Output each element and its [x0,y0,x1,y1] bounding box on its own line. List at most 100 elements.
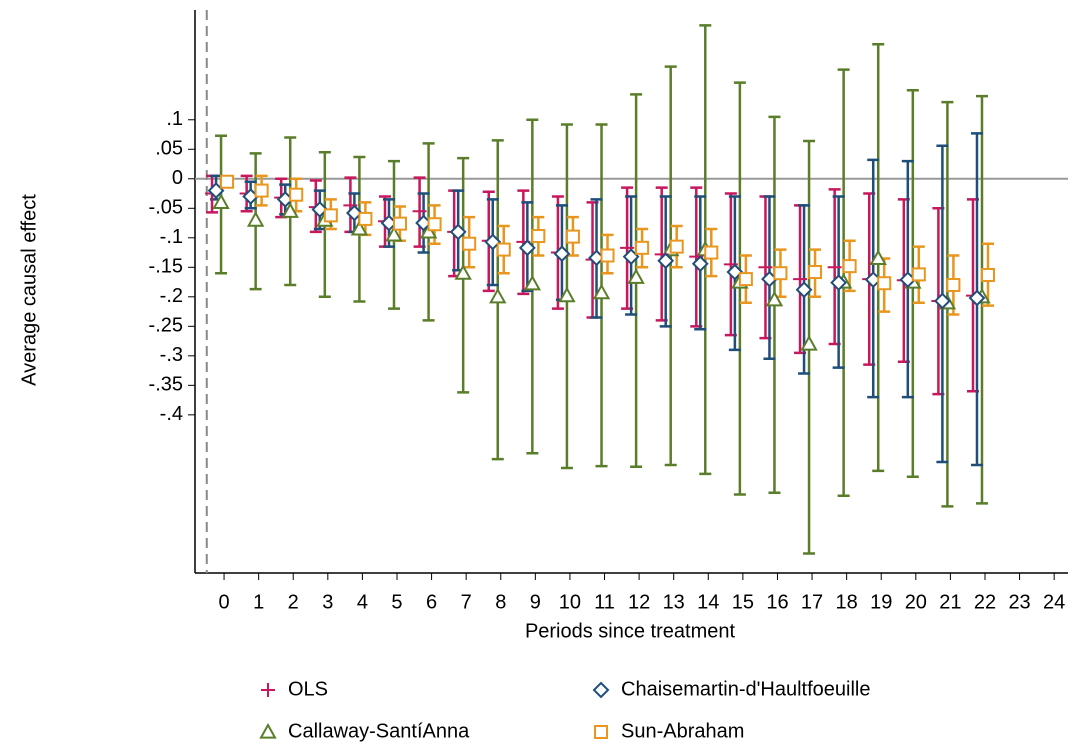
point [704,245,719,260]
x-tick-label: 24 [1043,591,1065,613]
point [553,245,571,263]
legend-label: OLS [288,678,328,700]
point [449,223,467,241]
x-tick-label: 22 [974,591,996,613]
x-tick-label: 18 [836,591,858,613]
error-bar [664,65,677,467]
legend-label: Chaisemartin-d'Haultfoeuille [621,678,871,700]
point [489,287,507,304]
x-tick-label: 13 [663,591,685,613]
point [657,252,675,270]
point [968,289,986,307]
x-tick-label: 4 [357,591,368,613]
x-tick-label: 6 [426,591,437,613]
point [531,229,546,244]
y-tick-label: 0 [172,167,183,189]
point [869,249,887,266]
point [484,233,502,251]
point [558,286,576,303]
point [289,187,304,202]
x-tick-label: 8 [495,591,506,613]
point [212,193,230,209]
legend-label: Callaway-SantíAnna [288,720,470,742]
x-tick-label: 7 [461,591,472,613]
point [765,290,784,307]
point [758,260,773,275]
y-tick-label: -.05 [149,197,183,219]
point [808,265,823,280]
x-tick-label: 19 [870,591,892,613]
point [946,278,961,293]
legend-marker [592,681,610,699]
point [496,242,511,257]
point [454,264,472,280]
x-tick-label: 10 [559,591,581,613]
point [627,268,645,284]
y-tick-label: -.2 [160,285,183,307]
legend-marker [261,683,275,697]
point [635,240,650,255]
point [392,216,407,231]
legend-marker [594,725,608,739]
x-tick-label: 9 [530,591,541,613]
point [345,204,363,222]
point [600,248,615,263]
x-tick-label: 3 [322,591,333,613]
point [691,255,709,273]
point [911,267,926,282]
y-tick-label: .05 [155,138,183,160]
y-tick-label: -.4 [160,403,183,425]
x-tick-label: 2 [288,591,299,613]
point [669,239,684,254]
x-tick-label: 23 [1008,591,1030,613]
y-tick-label: -.15 [149,256,183,278]
point [827,260,842,275]
legend-label: Sun-Abraham [621,720,744,742]
point [254,183,269,198]
point [795,281,813,299]
point [323,208,338,223]
point [793,272,808,287]
point [877,276,892,291]
point [412,204,427,219]
y-tick-label: -.3 [160,344,183,366]
x-tick-label: 1 [253,591,264,613]
point [830,274,848,292]
point [358,211,373,226]
point [523,274,542,291]
point [738,272,753,287]
point [220,174,235,189]
point [246,211,265,227]
x-tick-label: 20 [905,591,927,613]
x-tick-label: 21 [939,591,961,613]
y-axis-label: Average causal effect [18,194,40,386]
legend-marker [259,722,277,739]
point [800,334,818,351]
x-tick-label: 16 [766,591,788,613]
point [518,239,536,257]
point [350,219,369,236]
x-tick-label: 0 [218,591,229,613]
point [565,229,580,244]
y-tick-label: -.1 [160,226,183,248]
point [427,217,442,232]
point [592,283,611,300]
point [726,263,744,281]
y-tick-label: -.35 [149,374,183,396]
x-tick-label: 5 [391,591,402,613]
x-axis-label: Periods since treatment [525,620,736,642]
point [933,292,951,310]
x-tick-label: 12 [628,591,650,613]
point [462,236,477,251]
x-tick-label: 11 [594,591,615,613]
y-tick-label: .1 [166,108,183,130]
point [980,267,995,282]
point [281,202,299,218]
x-tick-label: 15 [732,591,754,613]
y-tick-label: -.25 [149,315,183,337]
point [773,266,788,281]
point [311,201,329,218]
point [842,259,857,274]
x-tick-label: 17 [801,591,823,613]
